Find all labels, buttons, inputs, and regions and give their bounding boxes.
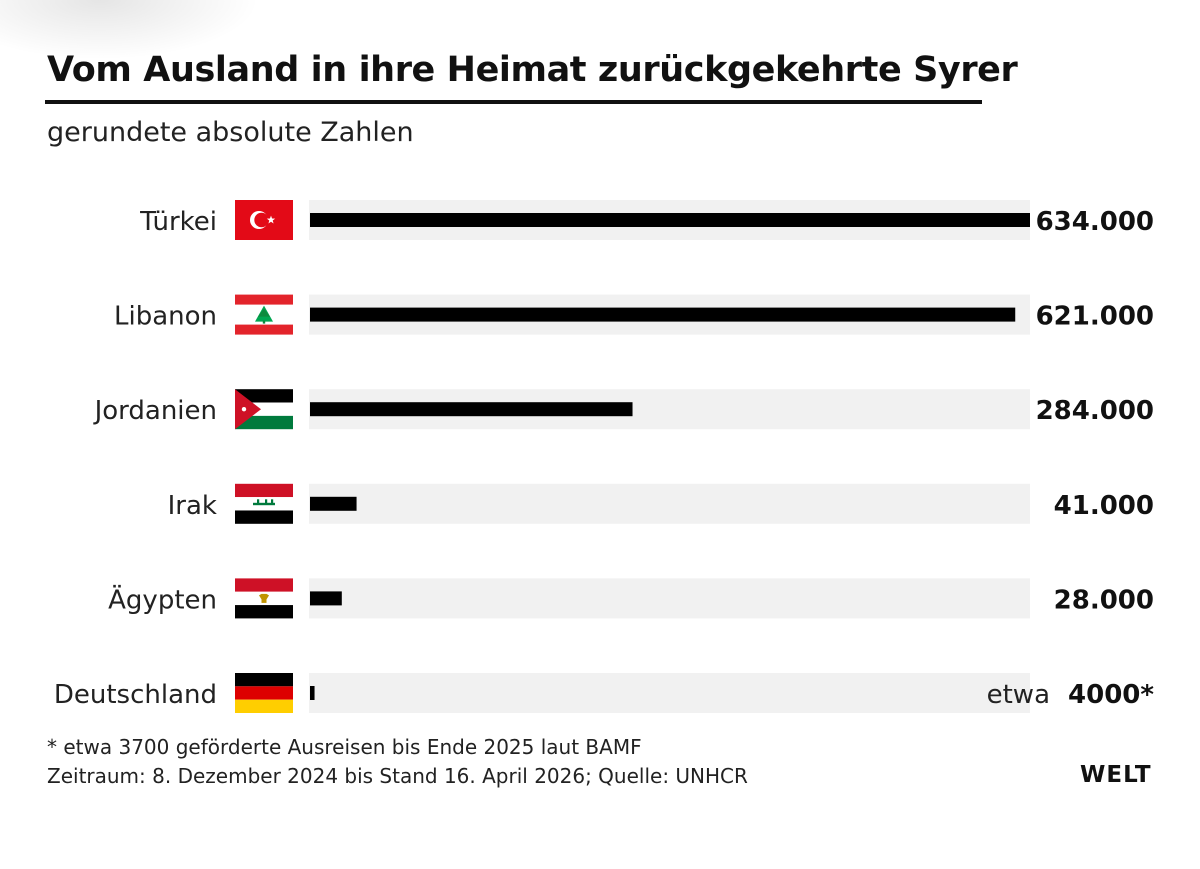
welt-logo: WELT	[1080, 762, 1152, 788]
bar-track	[309, 483, 1030, 524]
flag-iraq-icon	[235, 483, 293, 524]
chart-subtitle: gerundete absolute Zahlen	[47, 117, 414, 148]
bar	[310, 402, 633, 417]
bar-row: Jordanien 284.000	[93, 389, 1154, 430]
value-label: 41.000	[1054, 491, 1154, 521]
flag-jordan-icon	[235, 389, 293, 430]
value-label: 4000*	[1068, 680, 1154, 710]
category-label: Jordanien	[93, 396, 217, 426]
bar	[310, 686, 315, 700]
value-label: 28.000	[1054, 585, 1154, 615]
flag-egypt-icon	[235, 578, 293, 619]
category-label: Irak	[168, 491, 217, 521]
corner-shadow	[0, 0, 260, 60]
bar-chart: Türkei 634.000 Libanon 621.000 Jordanien 284.…	[54, 200, 1154, 713]
bar-row: Libanon 621.000	[114, 294, 1154, 335]
flag-germany-icon	[235, 673, 293, 713]
footnote: * etwa 3700 geförderte Ausreisen bis End…	[47, 735, 642, 759]
bar-track	[309, 578, 1030, 619]
value-prefix: etwa	[987, 680, 1050, 710]
bar-track	[309, 673, 1030, 713]
flag-turkey-icon	[235, 200, 293, 240]
bar-row: Ägypten 28.000	[108, 578, 1154, 619]
bar-row: Irak 41.000	[168, 483, 1154, 524]
value-label: 284.000	[1036, 396, 1154, 426]
bar-row: Deutschland etwa 4000*	[54, 673, 1154, 713]
bar	[310, 307, 1016, 322]
category-label: Türkei	[139, 207, 217, 237]
bar	[310, 213, 1030, 227]
category-label: Ägypten	[108, 583, 217, 615]
category-label: Libanon	[114, 302, 217, 332]
bar	[310, 591, 342, 606]
category-label: Deutschland	[54, 680, 217, 710]
title-underline	[45, 100, 982, 104]
bar	[310, 496, 357, 511]
chart-title: Vom Ausland in ihre Heimat zurückgekehrt…	[47, 50, 1018, 90]
bar-row: Türkei 634.000	[139, 200, 1154, 240]
source-line: Zeitraum: 8. Dezember 2024 bis Stand 16.…	[47, 764, 748, 788]
flag-lebanon-icon	[235, 294, 293, 335]
value-label: 634.000	[1036, 207, 1154, 237]
value-label: 621.000	[1036, 302, 1154, 332]
